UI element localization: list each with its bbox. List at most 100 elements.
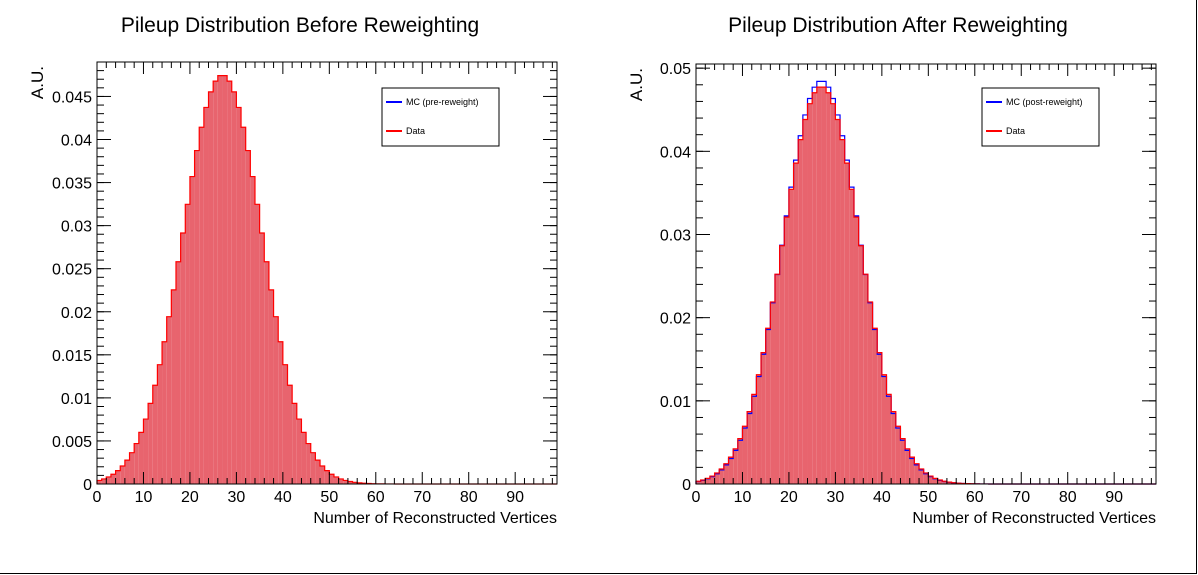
bar-bin-33 bbox=[849, 189, 854, 484]
y-tick-label: 0.025 bbox=[52, 262, 92, 279]
y-tick-label: 0.03 bbox=[660, 227, 691, 244]
bar-bin-1 bbox=[700, 480, 706, 484]
x-axis-label: Number of Reconstructed Vertices bbox=[912, 510, 1156, 527]
y-tick-label: 0.04 bbox=[660, 144, 691, 161]
bar-bin-35 bbox=[259, 232, 265, 484]
y-tick-label: 0 bbox=[83, 477, 92, 494]
bar-bin-52 bbox=[937, 480, 943, 484]
bar-bin-49 bbox=[324, 470, 330, 484]
bar-bin-4 bbox=[115, 470, 121, 484]
bar-bin-5 bbox=[120, 466, 125, 484]
bar-bin-38 bbox=[273, 316, 279, 484]
bar-bin-21 bbox=[194, 150, 200, 484]
bar-bin-24 bbox=[208, 91, 214, 484]
y-tick-label: 0.03 bbox=[61, 219, 92, 236]
bar-bin-9 bbox=[138, 432, 144, 484]
legend-box bbox=[381, 87, 500, 147]
x-tick-label: 20 bbox=[780, 489, 798, 506]
bar-bin-43 bbox=[895, 426, 901, 484]
bar-bin-52 bbox=[338, 478, 344, 484]
x-tick-label: 60 bbox=[966, 489, 984, 506]
bar-bin-13 bbox=[157, 364, 163, 484]
x-tick-label: 0 bbox=[93, 489, 102, 506]
y-ticks: 0 0.01 0.02 0.03 0.04 0.05 bbox=[660, 61, 1156, 494]
histogram-before-reweighting: Pileup Distribution Before Reweighting 0… bbox=[28, 14, 558, 527]
bar-bin-30 bbox=[835, 119, 841, 484]
legend-label-data: Data bbox=[406, 126, 425, 136]
x-tick-label: 40 bbox=[274, 489, 292, 506]
bar-bin-15 bbox=[765, 328, 771, 484]
y-tick-label: 0.035 bbox=[52, 176, 92, 193]
bar-bin-19 bbox=[784, 217, 789, 484]
bar-bin-17 bbox=[175, 261, 181, 484]
bar-bin-18 bbox=[180, 232, 186, 484]
bar-bin-54 bbox=[347, 481, 353, 484]
bar-bin-2 bbox=[106, 476, 111, 484]
x-tick-label: 80 bbox=[460, 489, 478, 506]
bar-bin-32 bbox=[245, 150, 251, 484]
bar-bin-32 bbox=[844, 163, 850, 484]
bar-bin-14 bbox=[162, 341, 167, 484]
bar-bin-43 bbox=[296, 419, 302, 484]
bar-bin-19 bbox=[185, 204, 190, 484]
bar-bin-16 bbox=[770, 301, 775, 484]
bar-bin-7 bbox=[129, 452, 135, 484]
bar-bin-29 bbox=[231, 91, 237, 484]
bar-bin-16 bbox=[171, 289, 176, 484]
x-tick-label: 50 bbox=[320, 489, 338, 506]
chart-title: Pileup Distribution Before Reweighting bbox=[121, 14, 479, 37]
bar-bin-36 bbox=[863, 274, 868, 484]
bar-bin-36 bbox=[264, 261, 269, 484]
bar-bin-45 bbox=[905, 448, 910, 484]
bar-bin-3 bbox=[110, 474, 116, 484]
bar-bin-1 bbox=[101, 478, 107, 484]
x-tick-label: 40 bbox=[873, 489, 891, 506]
bar-bin-40 bbox=[282, 364, 288, 484]
bar-bin-31 bbox=[840, 139, 845, 485]
bar-bin-48 bbox=[919, 468, 924, 484]
y-tick-label: 0.02 bbox=[660, 311, 691, 328]
bar-bin-41 bbox=[886, 394, 892, 484]
bar-bin-22 bbox=[199, 127, 204, 485]
bar-bin-50 bbox=[329, 474, 334, 484]
bar-bin-25 bbox=[213, 81, 218, 485]
bar-bin-37 bbox=[867, 301, 873, 484]
bar-bin-53 bbox=[942, 481, 947, 484]
bar-bin-24 bbox=[807, 103, 813, 485]
bars bbox=[696, 87, 1050, 485]
x-tick-label: 0 bbox=[692, 489, 701, 506]
y-tick-label: 0.045 bbox=[52, 89, 92, 106]
bar-bin-21 bbox=[793, 163, 799, 484]
bar-bin-0 bbox=[97, 480, 102, 484]
y-tick-label: 0.02 bbox=[61, 305, 92, 322]
bar-bin-4 bbox=[714, 472, 720, 484]
bar-bin-50 bbox=[928, 476, 933, 484]
bar-bin-7 bbox=[728, 457, 734, 484]
bar-bin-46 bbox=[909, 457, 915, 484]
bar-bin-6 bbox=[124, 460, 130, 484]
bar-bin-8 bbox=[134, 443, 139, 484]
bar-bin-9 bbox=[737, 438, 743, 484]
bar-bin-51 bbox=[333, 476, 339, 484]
x-ticks: 0 10 20 30 40 50 60 70 80 90 bbox=[93, 62, 553, 506]
bar-bin-48 bbox=[320, 466, 325, 484]
bar-bin-55 bbox=[352, 482, 358, 484]
bar-bin-11 bbox=[148, 403, 153, 484]
legend-box bbox=[981, 87, 1100, 147]
bar-bin-6 bbox=[723, 463, 729, 484]
bar-bin-51 bbox=[932, 478, 938, 484]
y-tick-label: 0 bbox=[682, 477, 691, 494]
bar-bin-20 bbox=[189, 176, 195, 484]
bar-bin-46 bbox=[310, 452, 316, 484]
x-tick-label: 70 bbox=[1012, 489, 1030, 506]
bar-bin-42 bbox=[891, 411, 896, 484]
bar-bin-10 bbox=[742, 426, 748, 484]
x-tick-label: 80 bbox=[1059, 489, 1077, 506]
x-tick-label: 20 bbox=[181, 489, 199, 506]
y-tick-label: 0.01 bbox=[660, 394, 691, 411]
x-tick-label: 10 bbox=[734, 489, 752, 506]
bar-bin-17 bbox=[774, 274, 780, 484]
legend-label-data: Data bbox=[1006, 126, 1025, 136]
bar-bin-54 bbox=[946, 482, 952, 484]
